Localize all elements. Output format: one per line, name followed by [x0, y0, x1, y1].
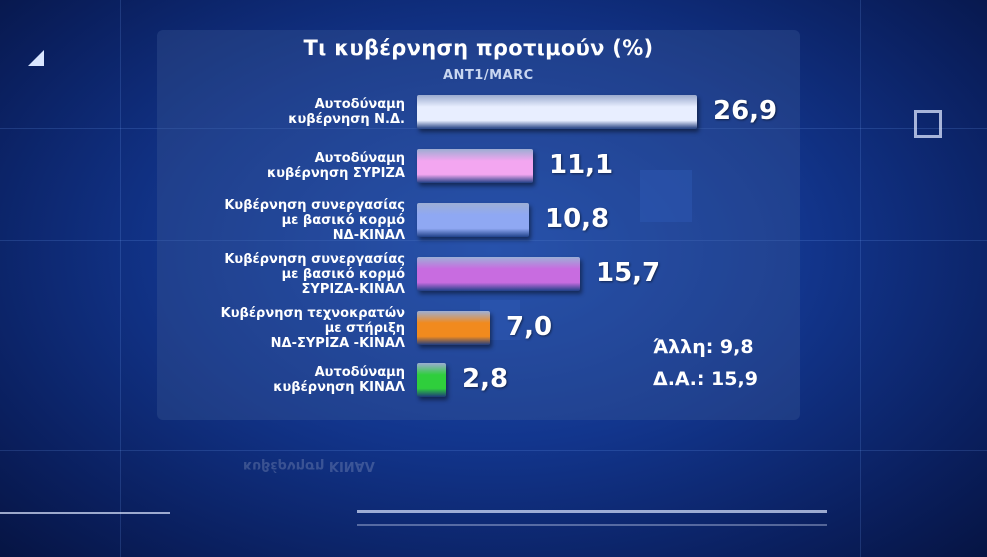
bar — [417, 311, 490, 345]
category-label-line: κυβέρνηση Ν.Δ. — [288, 112, 405, 127]
grid-line — [0, 240, 987, 241]
note-other: Άλλη: 9,8 — [653, 336, 754, 358]
category-label-line: κυβέρνηση ΣΥΡΙΖΑ — [266, 166, 405, 181]
reflection-text: κυβέρνηση ΚΙΝΑΛ — [243, 458, 375, 473]
bar — [417, 257, 580, 291]
category-label-line: Αυτοδύναμη — [314, 151, 405, 166]
grid-line — [0, 450, 987, 451]
note-dont-know: Δ.Α.: 15,9 — [653, 368, 758, 390]
decorative-line — [357, 524, 827, 526]
category-label: Αυτοδύναμη κυβέρνηση Ν.Δ. — [145, 97, 405, 127]
category-label: Αυτοδύναμη κυβέρνηση ΚΙΝΑΛ — [145, 365, 405, 395]
bar — [417, 363, 446, 397]
category-label-line: ΣΥΡΙΖΑ-ΚΙΝΑΛ — [301, 281, 405, 297]
data-label: 11,1 — [549, 150, 614, 180]
corner-triangle-icon — [28, 50, 44, 66]
bar — [417, 95, 697, 129]
category-label-line: με βασικό κορμό — [281, 266, 405, 282]
category-label-line: Κυβέρνηση τεχνοκρατών — [220, 305, 405, 321]
chart-title: Τι κυβέρνηση προτιμούν (%) — [303, 36, 654, 60]
category-label-line: με βασικό κορμό — [281, 212, 405, 228]
grid-line — [860, 0, 861, 557]
outline-square-icon — [914, 110, 942, 138]
category-label: Κυβέρνηση συνεργασίας με βασικό κορμό ΝΔ-Κ… — [145, 198, 405, 243]
bar — [417, 203, 529, 237]
data-label: 7,0 — [506, 312, 553, 342]
data-label: 10,8 — [545, 204, 610, 234]
category-label-line: Κυβέρνηση συνεργασίας — [224, 197, 405, 213]
data-label: 15,7 — [596, 258, 661, 288]
category-label-line: Κυβέρνηση συνεργασίας — [224, 251, 405, 267]
category-label-line: με στήριξη — [324, 320, 405, 336]
category-label-line: Αυτοδύναμη — [314, 97, 405, 112]
category-label: Αυτοδύναμη κυβέρνηση ΣΥΡΙΖΑ — [145, 151, 405, 181]
category-label-line: Αυτοδύναμη — [314, 365, 405, 380]
category-label: Κυβέρνηση τεχνοκρατών με στήριξη ΝΔ-ΣΥΡΙΖΑ… — [145, 306, 405, 351]
decorative-line — [0, 512, 170, 514]
chart-source: ANT1/MARC — [443, 68, 534, 83]
decorative-line — [357, 510, 827, 513]
category-label: Κυβέρνηση συνεργασίας με βασικό κορμό ΣΥΡΙ… — [145, 252, 405, 297]
grid-line — [120, 0, 121, 557]
category-label-line: ΝΔ-ΣΥΡΙΖΑ -ΚΙΝΑΛ — [270, 335, 405, 351]
data-label: 26,9 — [713, 96, 778, 126]
bar — [417, 149, 533, 183]
category-label-line: ΝΔ-ΚΙΝΑΛ — [332, 227, 405, 243]
data-label: 2,8 — [462, 364, 509, 394]
category-label-line: κυβέρνηση ΚΙΝΑΛ — [273, 380, 405, 395]
decorative-square — [640, 170, 692, 222]
